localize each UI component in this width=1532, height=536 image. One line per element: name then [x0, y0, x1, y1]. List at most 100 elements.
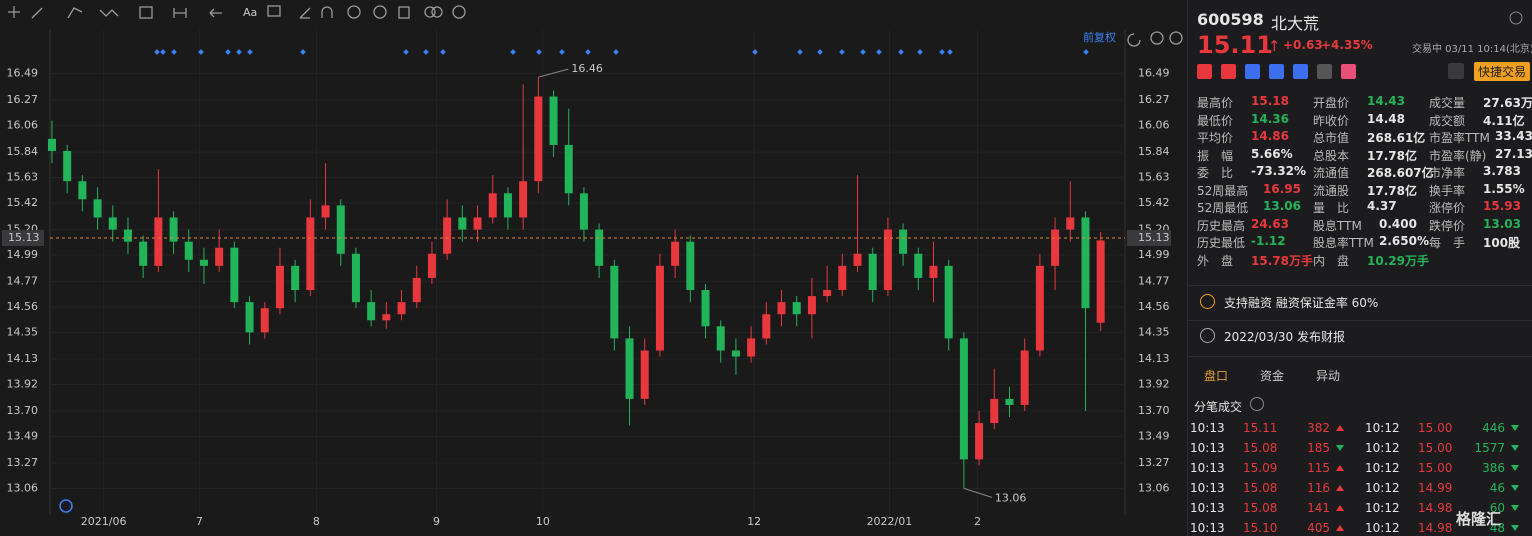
delete-tool[interactable]: [398, 6, 410, 19]
stat-value: 14.48: [1367, 111, 1405, 126]
reset-button[interactable]: [1127, 33, 1141, 47]
notice[interactable]: 2022/03/30 发布财报: [1224, 330, 1345, 344]
trade-time: 10:13: [1190, 421, 1225, 435]
badge-icon[interactable]: [1269, 64, 1284, 79]
candle-body: [519, 181, 528, 218]
candle-body: [549, 96, 558, 145]
trade-direction: [1511, 485, 1519, 491]
settings-tool[interactable]: [452, 5, 466, 19]
change-pct: +4.35%: [1321, 38, 1373, 52]
price-tag: [1127, 230, 1171, 247]
candle-body: [199, 259, 208, 266]
plot: 16.49 16.49 16.27 16.27 16.06 16.06 15.84 15.84…: [2, 30, 1171, 528]
candle-body: [686, 241, 695, 291]
trade-time: 10:12: [1365, 441, 1400, 455]
badge-icon[interactable]: [1221, 64, 1236, 79]
event-marker: [797, 49, 803, 55]
y-tick-label-right: 14.56: [1138, 300, 1170, 313]
pattern-tool[interactable]: [139, 6, 153, 19]
link-tool[interactable]: [424, 6, 436, 18]
measure-tool[interactable]: [173, 8, 187, 18]
y-tick-label-right: 13.70: [1138, 404, 1170, 417]
trade-price: 15.00: [1418, 461, 1453, 475]
note-tool[interactable]: [267, 5, 281, 17]
stat-value: 27.63万手: [1483, 96, 1532, 110]
stat-value: 0.400: [1379, 216, 1417, 231]
wave-tool[interactable]: [99, 9, 119, 17]
stock-code: 600598: [1197, 10, 1264, 29]
stat-value: 27.13: [1495, 146, 1532, 161]
candle-body: [458, 217, 467, 230]
trade-direction: [1511, 425, 1519, 431]
toolbar[interactable]: [8, 5, 1183, 47]
logo-icon: [59, 499, 73, 513]
link-tool-b[interactable]: [431, 6, 443, 18]
line-tool[interactable]: [31, 7, 43, 19]
info-icon[interactable]: [1250, 397, 1264, 411]
badge-icon[interactable]: [1197, 64, 1212, 79]
candle-body: [534, 96, 543, 182]
eye-tool[interactable]: [347, 5, 361, 19]
candle-body: [123, 229, 132, 242]
magnet-tool[interactable]: [321, 6, 333, 18]
hide-tool[interactable]: [373, 5, 387, 19]
stat-value: 14.36: [1251, 111, 1289, 126]
channel-tool[interactable]: [67, 7, 83, 19]
candle-body: [655, 265, 664, 351]
tab[interactable]: 盘口: [1204, 369, 1229, 383]
zoom-out[interactable]: [1150, 31, 1164, 45]
badge-icon[interactable]: [1245, 64, 1260, 79]
event-marker: [939, 49, 945, 55]
candle-body: [914, 253, 923, 278]
arrow-tool[interactable]: [209, 8, 222, 18]
candle-body: [275, 265, 284, 309]
trade-price: 15.08: [1243, 501, 1278, 515]
tab[interactable]: 异动: [1316, 369, 1341, 383]
trade-price: 14.98: [1418, 521, 1453, 535]
stat-label: 总市值: [1313, 131, 1350, 145]
y-tick-label-right: 13.06: [1138, 481, 1170, 494]
y-tick-label: 13.49: [7, 429, 39, 442]
stat-label: 量 比: [1313, 201, 1350, 215]
candle-body: [139, 241, 148, 266]
font-tool[interactable]: Aa: [243, 6, 257, 19]
stat-value: 268.607亿: [1367, 166, 1434, 180]
adjust-mode[interactable]: 前复权: [1083, 30, 1116, 44]
candle-body: [883, 229, 892, 291]
badge-icon[interactable]: [1317, 64, 1332, 79]
trade-volume: 141: [1307, 501, 1330, 515]
trade-time: 10:12: [1365, 481, 1400, 495]
zoom-in[interactable]: [1169, 31, 1183, 45]
stat-label: 跌停价: [1429, 218, 1466, 233]
divider: [1188, 320, 1532, 321]
trade-direction: [1336, 505, 1344, 511]
alert-button[interactable]: [1448, 63, 1464, 79]
candle-body: [1005, 398, 1014, 405]
x-tick-label: 8: [313, 515, 320, 528]
tab[interactable]: 资金: [1260, 369, 1285, 383]
stat-label: 市净率: [1429, 166, 1466, 180]
candle-body: [427, 253, 436, 278]
move-tool[interactable]: [8, 6, 20, 18]
badge-icon[interactable]: [1341, 64, 1356, 79]
trade-price: 15.00: [1418, 421, 1453, 435]
badge-icon[interactable]: [1293, 64, 1308, 79]
stock-name: 北大荒: [1271, 14, 1320, 33]
stat-value: -1.12: [1251, 234, 1286, 248]
stat-label: 流通股: [1313, 183, 1350, 198]
change: +0.63: [1283, 38, 1323, 52]
trade-direction: [1511, 445, 1519, 451]
candle-body: [853, 253, 862, 266]
event-marker: [559, 49, 565, 55]
settings-icon[interactable]: [1508, 10, 1524, 26]
y-tick-label: 13.92: [7, 377, 39, 390]
angle-tool[interactable]: [299, 7, 311, 19]
candle-body: [929, 265, 938, 278]
y-tick-label: 15.84: [7, 145, 39, 158]
trade-price: 15.10: [1243, 521, 1278, 535]
candle-body: [215, 247, 224, 266]
notice[interactable]: 支持融资 融资保证金率 60%: [1224, 296, 1379, 310]
trade-button[interactable]: 快捷交易: [1474, 62, 1531, 81]
y-tick-label-right: 14.35: [1138, 325, 1170, 338]
